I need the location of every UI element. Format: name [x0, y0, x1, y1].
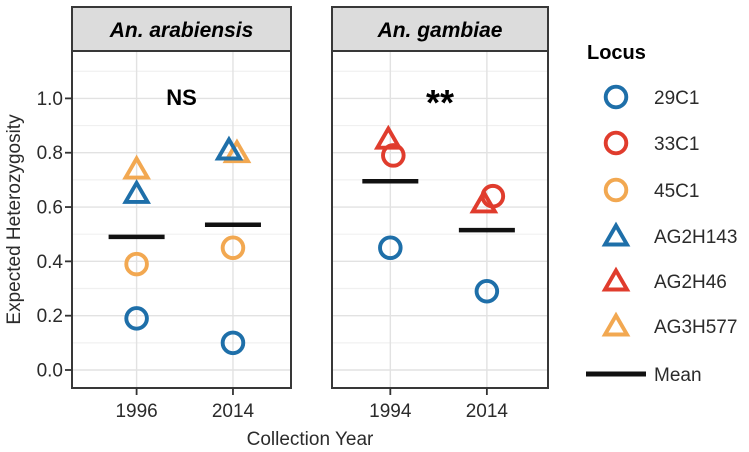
legend-symbol-29C1 [603, 84, 629, 110]
legend-label-AG3H577: AG3H577 [654, 317, 737, 338]
point-45C1-1996 [124, 251, 149, 277]
facet-label: An. gambiae [377, 19, 503, 42]
y-tick-label: 0.6 [37, 198, 63, 219]
point-29C1-2014 [474, 278, 500, 304]
legend-label-mean: Mean [654, 365, 702, 386]
point-AG3H577-1996 [122, 154, 151, 180]
y-axis-title: Expected Heterozygosity [4, 114, 25, 325]
x-tick-label: 2014 [466, 401, 509, 422]
y-tick-label: 0.8 [37, 143, 63, 164]
legend-symbol-AG2H143 [601, 221, 631, 247]
legend-label-33C1: 33C1 [654, 134, 699, 155]
legend-symbol-AG2H46 [601, 266, 631, 292]
point-AG3H577-2014 [222, 138, 252, 164]
y-tick-label: 0.4 [37, 252, 64, 273]
legend-title: Locus [587, 42, 646, 64]
y-tick-label: 0.0 [37, 361, 63, 382]
significance-annotation: NS [166, 85, 197, 110]
panel-border [71, 50, 292, 389]
point-29C1-2014 [220, 330, 246, 356]
point-AG2H143-1996 [122, 179, 151, 204]
facet-label: An. arabiensis [109, 19, 254, 42]
legend-label-AG2H46: AG2H46 [654, 272, 727, 293]
facet-strip [71, 6, 292, 52]
point-29C1-1994 [378, 235, 403, 261]
legend-label-AG2H143: AG2H143 [654, 227, 737, 248]
legend-label-45C1: 45C1 [654, 181, 699, 202]
panel-background [72, 51, 291, 388]
point-33C1-1994 [381, 143, 406, 168]
point-33C1-2014 [480, 183, 506, 209]
y-tick-label: 1.0 [37, 89, 63, 110]
point-AG2H46-2014 [469, 188, 499, 214]
legend-label-29C1: 29C1 [654, 88, 699, 109]
panel-background [332, 51, 548, 388]
legend-symbol-33C1 [603, 130, 629, 156]
point-29C1-1996 [124, 306, 149, 331]
point-AG2H143-2014 [214, 135, 244, 161]
x-tick-label: 1994 [369, 401, 412, 422]
x-axis-title: Collection Year [247, 429, 374, 450]
panel-border [331, 50, 549, 389]
legend-symbol-45C1 [603, 177, 629, 203]
x-tick-label: 2014 [212, 401, 255, 422]
facet-strip [331, 6, 549, 52]
y-tick-label: 0.2 [37, 306, 63, 327]
x-tick-label: 1996 [115, 401, 157, 422]
point-45C1-2014 [220, 235, 246, 261]
legend-symbol-AG3H577 [601, 311, 631, 337]
significance-annotation: ** [426, 82, 454, 123]
